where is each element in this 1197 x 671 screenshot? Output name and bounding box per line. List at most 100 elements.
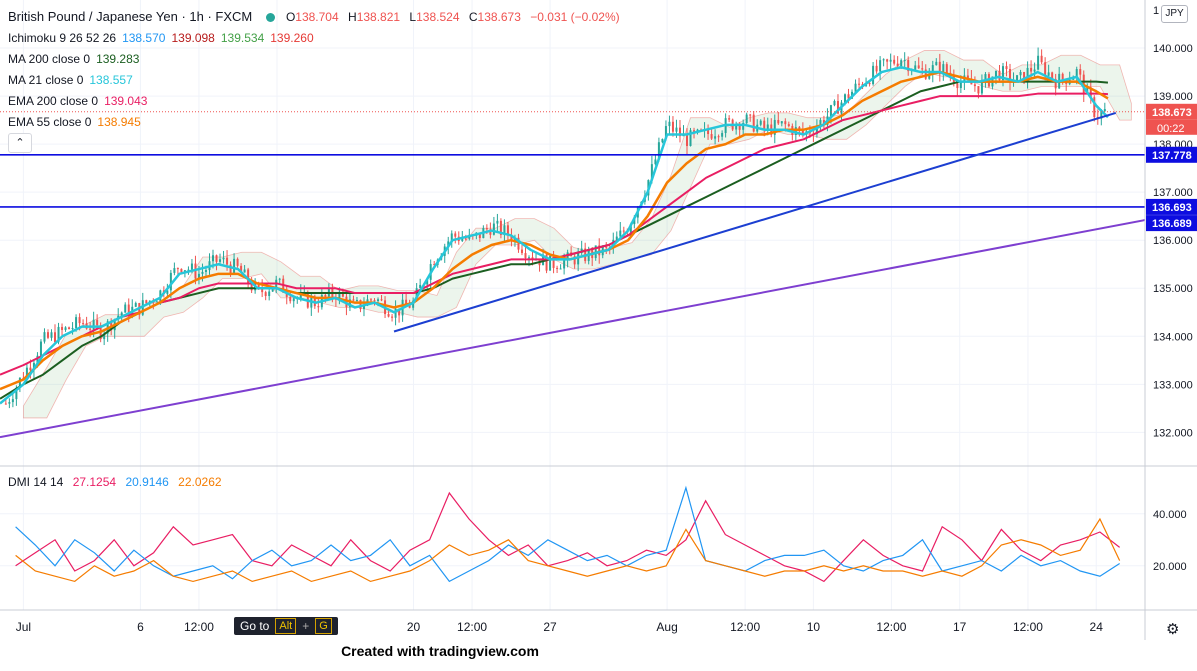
candle-body	[1051, 72, 1054, 79]
dmi-label[interactable]: DMI 14 14	[8, 475, 64, 489]
candle-body	[520, 249, 523, 254]
candle-body	[847, 94, 850, 99]
price-tick-label: 137.000	[1153, 187, 1193, 199]
time-tick-label: 12:00	[876, 620, 906, 634]
candle-body	[966, 75, 969, 79]
indicator-value: 139.098	[171, 31, 215, 45]
candle-body	[478, 232, 481, 239]
candle-body	[619, 230, 622, 237]
candle-body	[496, 220, 499, 224]
price-tick-label-partial: 1	[1153, 5, 1159, 17]
indicator-row[interactable]: MA 21 close 0 138.557	[8, 70, 620, 91]
candle-body	[247, 269, 250, 284]
candle-body	[341, 291, 344, 297]
goto-key-g: G	[315, 618, 332, 634]
market-status-icon	[265, 13, 275, 22]
time-tick-label: 12:00	[184, 620, 214, 634]
indicator-row[interactable]: Ichimoku 9 26 52 26 138.570 139.098 139.534…	[8, 28, 620, 49]
candle-body	[173, 268, 176, 273]
candle-body	[201, 271, 204, 274]
candle-body	[931, 65, 934, 75]
candle-body	[338, 291, 341, 300]
ohlc-open-label: O	[285, 10, 296, 24]
series-line	[0, 70, 1109, 391]
candle-body	[689, 130, 692, 147]
candle-body	[921, 68, 924, 70]
price-tick-label: 135.000	[1153, 283, 1193, 295]
candle-body	[391, 316, 394, 318]
candle-body	[759, 120, 762, 125]
candle-body	[352, 299, 355, 301]
price-badge	[1146, 146, 1197, 163]
candle-body	[1016, 75, 1019, 81]
candle-body	[25, 367, 28, 380]
candle-body	[82, 323, 85, 325]
candle-body	[819, 120, 822, 127]
candle-body	[801, 129, 804, 135]
candle-body	[36, 355, 39, 363]
gear-icon[interactable]: ⚙	[1166, 621, 1180, 638]
candle-body	[454, 233, 457, 237]
dmi-line	[15, 485, 1120, 583]
footer-credit: Created with tradingview.com	[341, 643, 539, 659]
candle-body	[907, 60, 910, 72]
candle-body	[15, 387, 18, 400]
indicator-row[interactable]: MA 200 close 0 139.283	[8, 49, 620, 70]
candle-body	[686, 133, 688, 147]
indicator-row[interactable]: EMA 55 close 0 138.945	[8, 112, 620, 133]
candle-body	[120, 312, 123, 316]
candle-body	[257, 283, 260, 287]
goto-date-button[interactable]: Go to Alt + G	[234, 617, 338, 635]
candle-body	[973, 84, 976, 87]
candle-body	[278, 278, 281, 280]
candle-body	[882, 59, 885, 61]
candle-body	[1075, 69, 1078, 78]
candle-body	[903, 60, 906, 62]
candle-body	[197, 273, 200, 279]
candle-body	[145, 300, 148, 304]
candle-body	[1047, 72, 1050, 76]
candle-body	[959, 82, 962, 89]
indicator-label: Ichimoku 9 26 52 26	[8, 31, 117, 45]
indicator-label: EMA 200 close 0	[8, 94, 99, 108]
candle-body	[398, 308, 401, 316]
candle-body	[664, 126, 667, 140]
collapse-legend-button[interactable]: ⌃	[8, 133, 32, 153]
candle-body	[843, 94, 846, 103]
symbol-title[interactable]: British Pound / Japanese Yen · 1h · FXCM	[8, 9, 253, 24]
candle-body	[900, 60, 903, 67]
price-badge-label: 138.673	[1152, 107, 1192, 119]
price-tick-label: 139.000	[1153, 91, 1193, 103]
time-tick-label: Jul	[16, 620, 31, 634]
dmi-adx-value: 22.0262	[178, 475, 222, 489]
price-tick-label: 140.000	[1153, 43, 1193, 55]
candle-body	[938, 61, 941, 75]
candle-body	[317, 306, 320, 308]
candle-body	[942, 64, 945, 75]
dmi-line	[15, 491, 1121, 583]
candle-body	[945, 64, 948, 73]
dmi-minus-value: 20.9146	[125, 475, 169, 489]
candle-body	[752, 114, 755, 132]
candle-body	[461, 238, 464, 242]
candle-body	[54, 332, 57, 343]
candle-body	[64, 327, 67, 330]
candle-body	[980, 79, 983, 94]
ohlc-change: −0.031 (−0.02%)	[530, 10, 620, 24]
trendlines[interactable]	[0, 111, 1146, 439]
indicator-row[interactable]: EMA 200 close 0 139.043	[8, 91, 620, 112]
candle-body	[1100, 111, 1103, 119]
dmi-line	[15, 517, 1121, 583]
ohlc-low: 138.524	[416, 10, 460, 24]
dmi-pane	[15, 485, 1121, 583]
candle-body	[285, 292, 288, 297]
candle-body	[1033, 69, 1036, 72]
candle-body	[219, 259, 222, 262]
currency-button[interactable]: JPY	[1161, 5, 1188, 23]
candle-body	[1061, 73, 1064, 80]
price-tick-label: 136.000	[1153, 235, 1193, 247]
candle-body	[893, 59, 896, 64]
ohlc-high-label: H	[348, 10, 357, 24]
candle-body	[928, 74, 931, 79]
